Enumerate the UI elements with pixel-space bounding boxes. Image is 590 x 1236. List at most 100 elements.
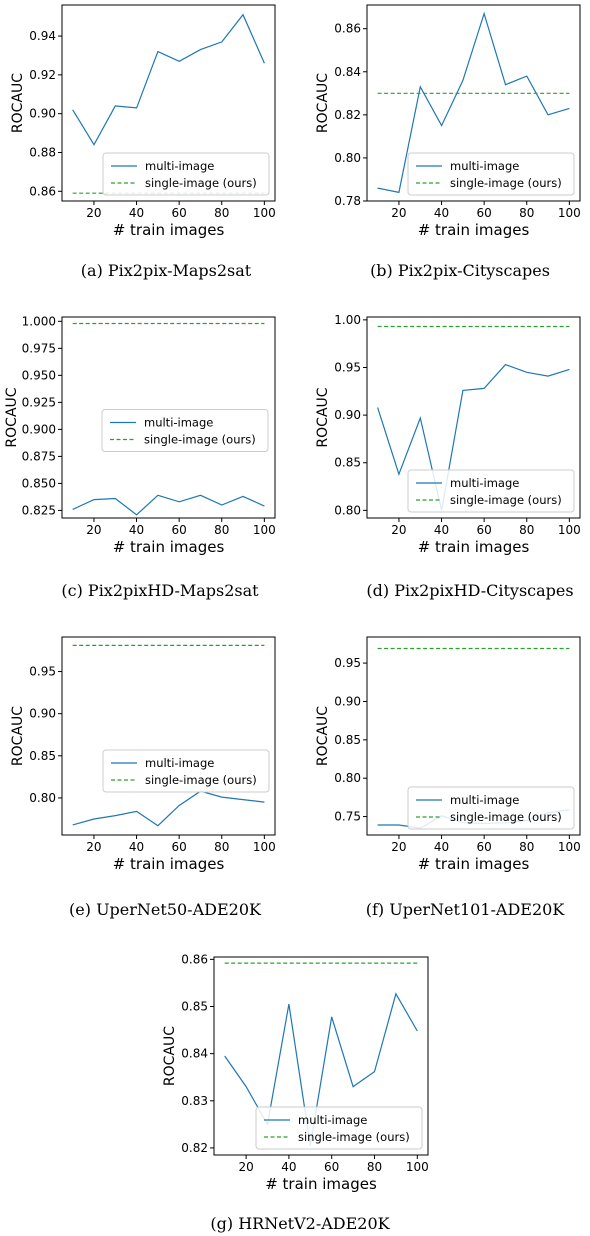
y-tick-label: 0.85 bbox=[29, 749, 56, 763]
y-tick-label: 0.83 bbox=[181, 1094, 208, 1108]
legend-box bbox=[101, 409, 269, 452]
y-tick-label: 0.90 bbox=[334, 408, 361, 422]
subfigure-caption: (e) UperNet50-ADE20K bbox=[69, 900, 262, 919]
x-tick-label: 40 bbox=[129, 523, 144, 537]
y-tick-label: 0.90 bbox=[29, 707, 56, 721]
legend-label: multi-image bbox=[145, 756, 214, 770]
y-tick-label: 0.95 bbox=[334, 360, 361, 374]
y-axis-label: ROCAUC bbox=[162, 1026, 178, 1086]
x-tick-label: 60 bbox=[172, 206, 187, 220]
chart-panel-3: 20 40 60 80 100 0.80 0.85 0.90 0.95 1.00 # train i… bbox=[315, 313, 581, 600]
series-line-multi-image bbox=[377, 363, 570, 511]
y-tick-label: 0.75 bbox=[334, 810, 361, 824]
y-tick-label: 1.000 bbox=[22, 314, 56, 328]
x-tick-label: 80 bbox=[214, 840, 229, 854]
y-tick-label: 0.88 bbox=[29, 145, 56, 159]
x-axis-label: # train images bbox=[265, 1175, 377, 1193]
x-tick-label: 20 bbox=[391, 523, 406, 537]
legend-box bbox=[407, 152, 575, 196]
y-tick-label: 0.82 bbox=[181, 1141, 208, 1155]
y-tick-label: 0.94 bbox=[29, 29, 56, 43]
legend: multi-image single-image (ours) bbox=[101, 409, 269, 452]
legend-label: multi-image bbox=[450, 159, 519, 173]
y-tick-label: 0.86 bbox=[29, 184, 56, 198]
y-tick-label: 0.80 bbox=[29, 791, 56, 805]
x-axis-label: # train images bbox=[418, 855, 530, 873]
subfigure-caption: (g) HRNetV2-ADE20K bbox=[210, 1214, 390, 1233]
y-tick-label: 0.80 bbox=[334, 151, 361, 165]
x-tick-label: 80 bbox=[214, 206, 229, 220]
legend-label: multi-image bbox=[298, 1113, 367, 1127]
subfigure-caption: (c) Pix2pixHD-Maps2sat bbox=[61, 581, 259, 600]
legend: multi-image single-image (ours) bbox=[102, 152, 270, 196]
x-tick-label: 100 bbox=[558, 840, 581, 854]
x-tick-label: 20 bbox=[391, 206, 406, 220]
x-tick-label: 100 bbox=[253, 523, 276, 537]
y-tick-label: 0.80 bbox=[334, 503, 361, 517]
y-tick-label: 1.00 bbox=[334, 313, 361, 327]
legend: multi-image single-image (ours) bbox=[255, 1106, 423, 1150]
x-tick-label: 40 bbox=[434, 206, 449, 220]
y-axis-label: ROCAUC bbox=[315, 73, 331, 133]
y-tick-label: 0.975 bbox=[22, 341, 56, 355]
legend-label: single-image (ours) bbox=[450, 810, 562, 824]
x-tick-label: 100 bbox=[406, 1160, 429, 1174]
y-tick-label: 0.850 bbox=[22, 476, 56, 490]
legend-label: multi-image bbox=[450, 476, 519, 490]
x-axis-label: # train images bbox=[418, 538, 530, 556]
legend-box bbox=[102, 152, 270, 196]
y-axis-label: ROCAUC bbox=[4, 387, 20, 447]
y-tick-label: 0.875 bbox=[22, 449, 56, 463]
chart-panel-6: 20 40 60 80 100 0.82 0.83 0.84 0.85 0.86 # train i… bbox=[162, 952, 429, 1233]
chart-panel-5: 20 40 60 80 100 0.75 0.80 0.85 0.90 0.95 # train i… bbox=[315, 636, 581, 919]
legend-box bbox=[102, 749, 270, 793]
y-tick-label: 0.85 bbox=[334, 733, 361, 747]
y-tick-label: 0.86 bbox=[334, 22, 361, 36]
subfigure-caption: (b) Pix2pix-Cityscapes bbox=[370, 261, 550, 280]
x-tick-label: 40 bbox=[281, 1160, 296, 1174]
x-tick-label: 100 bbox=[558, 206, 581, 220]
y-tick-label: 0.78 bbox=[334, 194, 361, 208]
legend-label: single-image (ours) bbox=[145, 176, 257, 190]
x-axis-label: # train images bbox=[113, 855, 225, 873]
y-axis-label: ROCAUC bbox=[315, 387, 331, 447]
x-tick-label: 80 bbox=[519, 840, 534, 854]
y-tick-label: 0.95 bbox=[334, 656, 361, 670]
y-tick-label: 0.86 bbox=[181, 952, 208, 966]
legend-label: single-image (ours) bbox=[450, 493, 562, 507]
y-tick-label: 0.925 bbox=[22, 395, 56, 409]
x-axis-label: # train images bbox=[113, 221, 225, 239]
legend: multi-image single-image (ours) bbox=[407, 469, 575, 513]
x-tick-label: 20 bbox=[86, 206, 101, 220]
x-tick-label: 20 bbox=[238, 1160, 253, 1174]
x-tick-label: 40 bbox=[434, 840, 449, 854]
legend: multi-image single-image (ours) bbox=[407, 152, 575, 196]
chart-panel-0: 20 40 60 80 100 0.86 0.88 0.90 0.92 0.94 # train i… bbox=[10, 4, 276, 280]
y-axis-label: ROCAUC bbox=[10, 706, 26, 766]
plot-frame bbox=[61, 636, 276, 836]
plot-frame bbox=[213, 956, 429, 1156]
series-line-multi-image bbox=[72, 790, 265, 827]
y-tick-label: 0.900 bbox=[22, 422, 56, 436]
legend-label: single-image (ours) bbox=[450, 176, 562, 190]
legend-box bbox=[407, 469, 575, 513]
x-tick-label: 20 bbox=[86, 840, 101, 854]
legend-label: single-image (ours) bbox=[145, 773, 257, 787]
x-tick-label: 100 bbox=[558, 523, 581, 537]
x-tick-label: 40 bbox=[129, 206, 144, 220]
y-axis-label: ROCAUC bbox=[10, 73, 26, 133]
legend: multi-image single-image (ours) bbox=[102, 749, 270, 793]
x-tick-label: 100 bbox=[253, 840, 276, 854]
y-tick-label: 0.95 bbox=[29, 665, 56, 679]
legend-label: multi-image bbox=[450, 793, 519, 807]
x-tick-label: 60 bbox=[477, 840, 492, 854]
x-tick-label: 40 bbox=[129, 840, 144, 854]
y-tick-label: 0.950 bbox=[22, 368, 56, 382]
legend-box bbox=[407, 786, 575, 830]
y-tick-label: 0.825 bbox=[22, 503, 56, 517]
series-line-multi-image bbox=[224, 992, 418, 1146]
plot-frame bbox=[366, 316, 581, 519]
y-tick-label: 0.80 bbox=[334, 771, 361, 785]
x-axis-label: # train images bbox=[418, 221, 530, 239]
